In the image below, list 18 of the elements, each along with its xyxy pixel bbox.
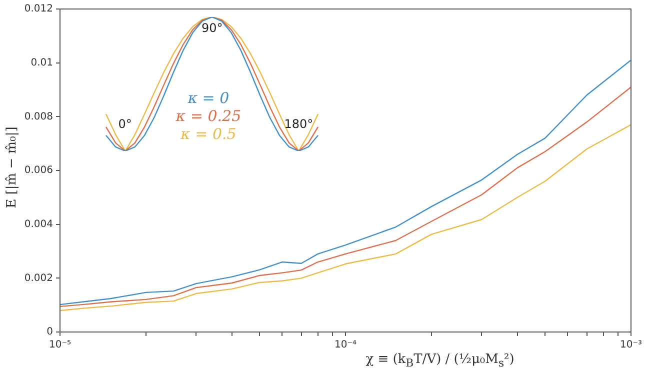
text: κ = 0	[186, 88, 230, 107]
y-tick-label: 0.004	[24, 218, 53, 230]
y-tick-label: 0.002	[24, 272, 53, 284]
y-tick-label: 0	[46, 326, 53, 338]
annotation: 180°	[284, 117, 314, 131]
text: κ = 0.25	[174, 106, 242, 125]
y-tick-label: 0.012	[24, 4, 53, 15]
y-tick-label: 0.01	[30, 57, 53, 68]
text: κ = 0.5	[179, 124, 238, 143]
y-tick-label: 0.008	[24, 111, 53, 122]
x-tick-label: 10⁻⁵	[48, 340, 72, 351]
y-tick-label: 0.006	[24, 165, 53, 176]
x-axis-title: χ ≡ (k$_{B}$T/V) / (½μ₀M$_{s}$²)	[364, 352, 516, 370]
annotation: 90°	[202, 21, 223, 35]
x-tick-label: 10⁻³	[620, 340, 642, 351]
x-tick-label: 10⁻⁴	[334, 340, 357, 351]
annotation: 0°	[118, 117, 132, 131]
y-axis-title: E [|m̂ − m̂₀|]	[4, 126, 20, 210]
